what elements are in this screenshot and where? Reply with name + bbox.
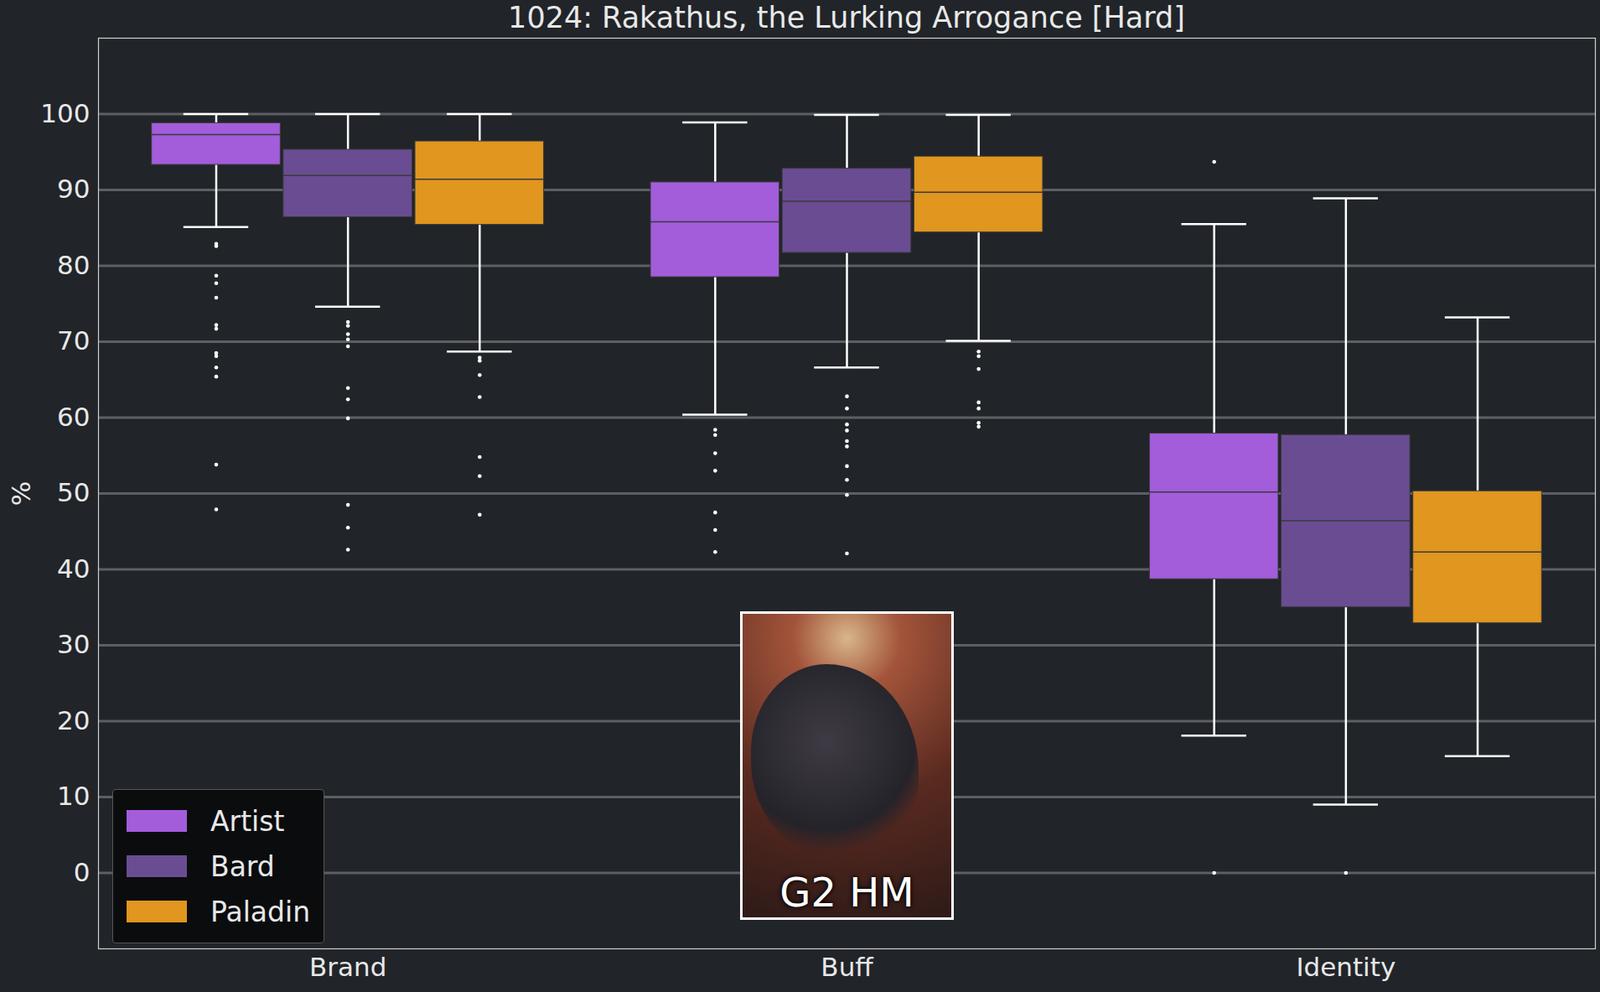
svg-text:Buff: Buff [820,951,874,982]
svg-text:30: 30 [56,628,90,659]
html-text:Paladin: Paladin [210,894,311,928]
svg-text:0: 0 [73,856,91,887]
svg-text:60: 60 [56,401,90,432]
html-text:Artist: Artist [210,804,285,837]
svg-text:10: 10 [56,780,90,811]
svg-text:Identity: Identity [1295,951,1396,982]
svg-text:100: 100 [40,98,90,129]
svg-text:%: % [5,481,37,506]
svg-text:20: 20 [56,704,90,736]
svg-text:Brand: Brand [309,951,387,982]
svg-text:70: 70 [56,325,90,356]
svg-text:90: 90 [56,173,90,204]
html-text:G2 HM: G2 HM [779,868,915,916]
svg-text:40: 40 [56,553,90,584]
svg-text:50: 50 [56,476,90,508]
html-text:1024: Rakathus, the Lurking Ar: 1024: Rakathus, the Lurking Arrogance [H… [507,0,1186,35]
svg-text:80: 80 [56,249,90,280]
html-text:Bard: Bard [210,849,275,883]
